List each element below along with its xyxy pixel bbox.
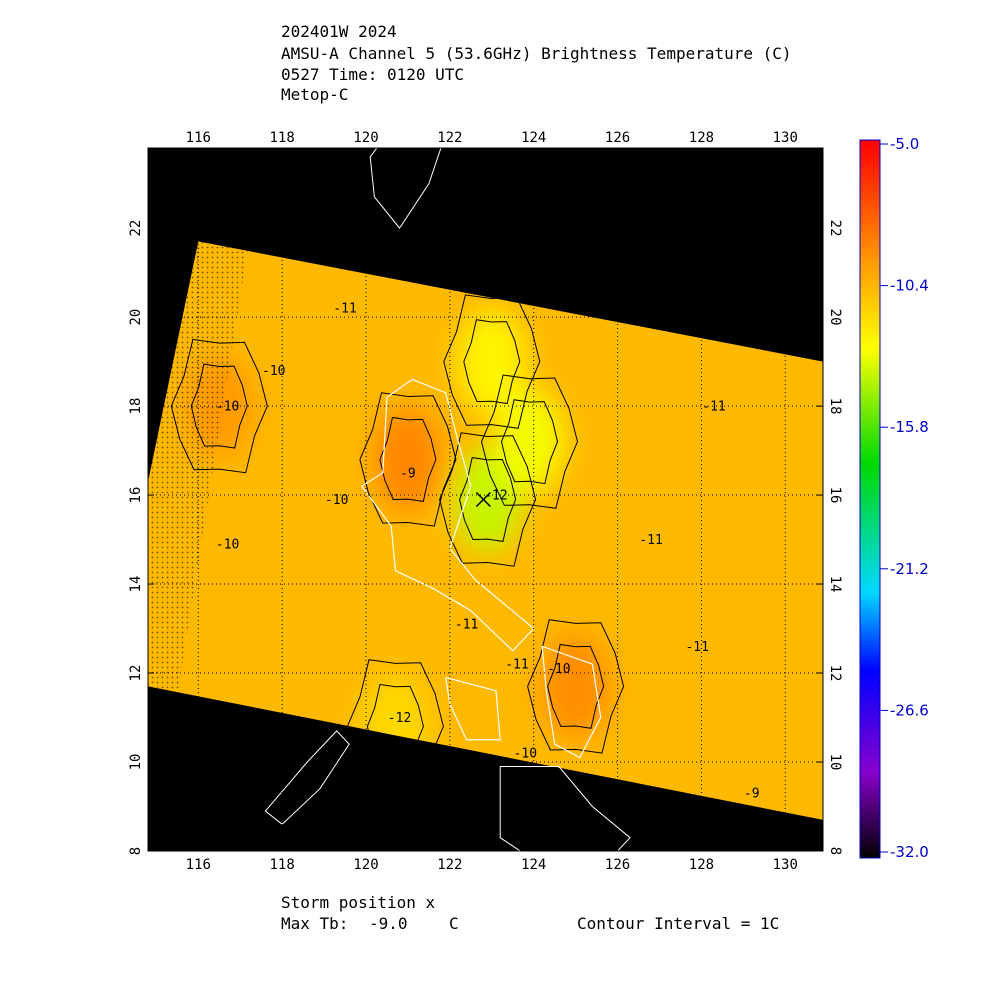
max-tb-value: -9.0 bbox=[369, 914, 408, 933]
x-tick-label-top: 130 bbox=[773, 130, 798, 146]
y-tick-label-right: 8 bbox=[827, 847, 843, 855]
contour-line bbox=[480, 374, 579, 509]
x-tick-label-top: 128 bbox=[689, 130, 714, 146]
contour-line bbox=[459, 457, 517, 542]
contour-line bbox=[439, 432, 537, 567]
plot-frame bbox=[147, 147, 824, 852]
colorbar-label: -32.0 bbox=[890, 843, 929, 861]
colorbar-label: -21.2 bbox=[890, 560, 929, 578]
y-tick-label-left: 22 bbox=[128, 220, 144, 237]
contour-label: -11 bbox=[455, 618, 478, 633]
temperature-feature-0 bbox=[373, 407, 442, 512]
header-line-1: 202401W 2024 bbox=[281, 22, 397, 41]
coastline bbox=[361, 378, 535, 652]
y-tick-label-right: 14 bbox=[827, 576, 843, 593]
x-tick-label-bottom: 128 bbox=[689, 857, 714, 873]
contour-label: -9 bbox=[744, 787, 760, 802]
contour-label: -11 bbox=[639, 533, 662, 548]
x-tick-label-top: 118 bbox=[270, 130, 295, 146]
contour-line bbox=[527, 619, 625, 754]
max-tb-unit: C bbox=[449, 914, 459, 933]
storm-position-note: Storm position x bbox=[281, 893, 436, 912]
contour-line bbox=[190, 363, 248, 449]
x-tick-label-bottom: 126 bbox=[605, 857, 630, 873]
colorbar-label: -5.0 bbox=[890, 135, 919, 153]
contour-label: -10 bbox=[262, 364, 285, 379]
temperature-feature-3 bbox=[495, 389, 564, 494]
header-line-3: 0527 Time: 0120 UTC bbox=[281, 65, 465, 84]
x-tick-label-top: 120 bbox=[353, 130, 378, 146]
coastline bbox=[369, 148, 442, 229]
contour-label: -11 bbox=[685, 640, 708, 655]
colorbar-label: -26.6 bbox=[890, 701, 929, 719]
contour-label: -12 bbox=[388, 711, 411, 726]
contour-label: -10 bbox=[547, 662, 570, 677]
y-tick-label-left: 10 bbox=[128, 754, 144, 771]
contour-line bbox=[463, 319, 521, 405]
contour-line bbox=[379, 416, 437, 502]
coastline bbox=[541, 645, 602, 759]
storm-marker bbox=[475, 491, 491, 508]
colorbar bbox=[859, 139, 881, 859]
y-tick-label-left: 8 bbox=[128, 847, 144, 855]
y-tick-label-right: 10 bbox=[827, 754, 843, 771]
contour-interval: Contour Interval = 1C bbox=[577, 914, 780, 933]
contour-line bbox=[500, 399, 559, 485]
colorbar-label: -15.8 bbox=[890, 418, 929, 436]
y-tick-label-right: 16 bbox=[827, 487, 843, 504]
x-tick-label-top: 124 bbox=[521, 130, 546, 146]
contour-label: -11 bbox=[333, 302, 356, 317]
x-tick-label-bottom: 120 bbox=[353, 857, 378, 873]
contour-label: -10 bbox=[514, 747, 537, 762]
x-tick-label-top: 126 bbox=[605, 130, 630, 146]
coastline bbox=[499, 766, 631, 851]
y-tick-label-right: 20 bbox=[827, 309, 843, 326]
contour-label: -9 bbox=[400, 466, 416, 481]
coastline bbox=[445, 677, 501, 741]
x-tick-label-bottom: 118 bbox=[270, 857, 295, 873]
contour-label: -10 bbox=[325, 493, 348, 508]
y-tick-label-right: 22 bbox=[827, 220, 843, 237]
x-tick-label-bottom: 116 bbox=[186, 857, 211, 873]
temperature-feature-1 bbox=[541, 634, 610, 739]
contour-label: -10 bbox=[216, 537, 239, 552]
y-tick-label-right: 18 bbox=[827, 398, 843, 415]
y-tick-label-left: 18 bbox=[128, 398, 144, 415]
x-tick-label-bottom: 124 bbox=[521, 857, 546, 873]
header-line-2: AMSU-A Channel 5 (53.6GHz) Brightness Te… bbox=[281, 44, 792, 63]
y-tick-label-left: 16 bbox=[128, 487, 144, 504]
contour-line bbox=[359, 392, 457, 527]
y-tick-label-left: 20 bbox=[128, 309, 144, 326]
contour-label: -10 bbox=[216, 400, 239, 415]
x-tick-label-bottom: 130 bbox=[773, 857, 798, 873]
contour-label: -11 bbox=[505, 658, 528, 673]
x-tick-label-bottom: 122 bbox=[437, 857, 462, 873]
y-tick-label-left: 14 bbox=[128, 576, 144, 593]
contour-label: -11 bbox=[702, 400, 725, 415]
max-tb-label: Max Tb: bbox=[281, 914, 349, 933]
header-line-4: Metop-C bbox=[281, 85, 349, 104]
y-tick-label-left: 12 bbox=[128, 665, 144, 682]
y-tick-label-right: 12 bbox=[827, 665, 843, 682]
contour-line bbox=[547, 643, 605, 729]
contour-line bbox=[170, 338, 268, 474]
edge-hatching bbox=[148, 241, 251, 691]
x-tick-label-top: 116 bbox=[186, 130, 211, 146]
temperature-feature-5 bbox=[457, 309, 526, 414]
colorbar-label: -10.4 bbox=[890, 277, 929, 295]
x-tick-label-top: 122 bbox=[437, 130, 462, 146]
coastline bbox=[264, 730, 350, 825]
